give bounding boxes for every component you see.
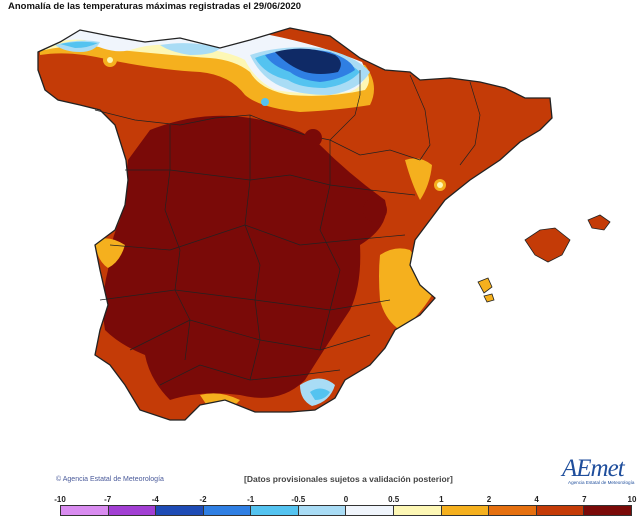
anomaly-spots xyxy=(103,53,446,222)
legend-tick: -4 xyxy=(151,495,159,504)
legend-swatch xyxy=(394,506,442,515)
legend-tick: -1 xyxy=(247,495,255,504)
legend-colorbar xyxy=(60,505,632,516)
aemet-logo: AEmet Agencia Estatal de Meteorología xyxy=(562,455,635,487)
legend-swatch xyxy=(584,506,631,515)
legend-swatch xyxy=(298,506,347,515)
legend-ticks: -10 -7 -4 -2 -1 -0.5 0 0.5 1 2 4 7 10 xyxy=(0,495,643,505)
legend-swatch xyxy=(346,506,395,515)
legend-tick: 10 xyxy=(627,495,637,504)
legend-tick: 2 xyxy=(486,495,492,504)
region-anomaly-neg-2-almeria xyxy=(310,388,330,400)
balearic-islands xyxy=(477,214,611,303)
disclaimer-text: [Datos provisionales sujetos a validació… xyxy=(244,474,453,484)
map-title: Anomalía de las temperaturas máximas reg… xyxy=(8,1,302,12)
copyright-icon: © xyxy=(56,476,62,483)
province-borders xyxy=(94,70,481,386)
logo-subtitle: Agencia Estatal de Meteorología xyxy=(568,480,635,485)
logo-text: AEmet xyxy=(562,455,625,482)
spain-coastline xyxy=(37,27,553,421)
credit-text: © Agencia Estatal de Meteorología xyxy=(56,476,164,483)
legend-tick: 4 xyxy=(534,495,539,504)
legend-tick: 7 xyxy=(582,495,587,504)
legend-swatch xyxy=(108,506,157,515)
legend-swatch xyxy=(156,506,204,515)
legend-swatch xyxy=(251,506,299,515)
legend-swatch xyxy=(536,506,585,515)
region-anomaly-4-7 xyxy=(103,115,387,400)
legend-tick: -10 xyxy=(54,495,66,504)
legend-swatch xyxy=(489,506,537,515)
legend-swatch xyxy=(203,506,252,515)
legend-tick: -2 xyxy=(199,495,207,504)
legend-tick: -7 xyxy=(104,495,112,504)
region-anomaly-neg-7-neg-4 xyxy=(275,48,341,74)
legend-tick: -0.5 xyxy=(291,495,306,504)
legend-swatch xyxy=(61,506,109,515)
legend-tick: 0 xyxy=(343,495,349,504)
legend-swatch xyxy=(441,506,490,515)
legend-tick: 0.5 xyxy=(388,495,400,504)
legend-tick: 1 xyxy=(439,495,444,504)
